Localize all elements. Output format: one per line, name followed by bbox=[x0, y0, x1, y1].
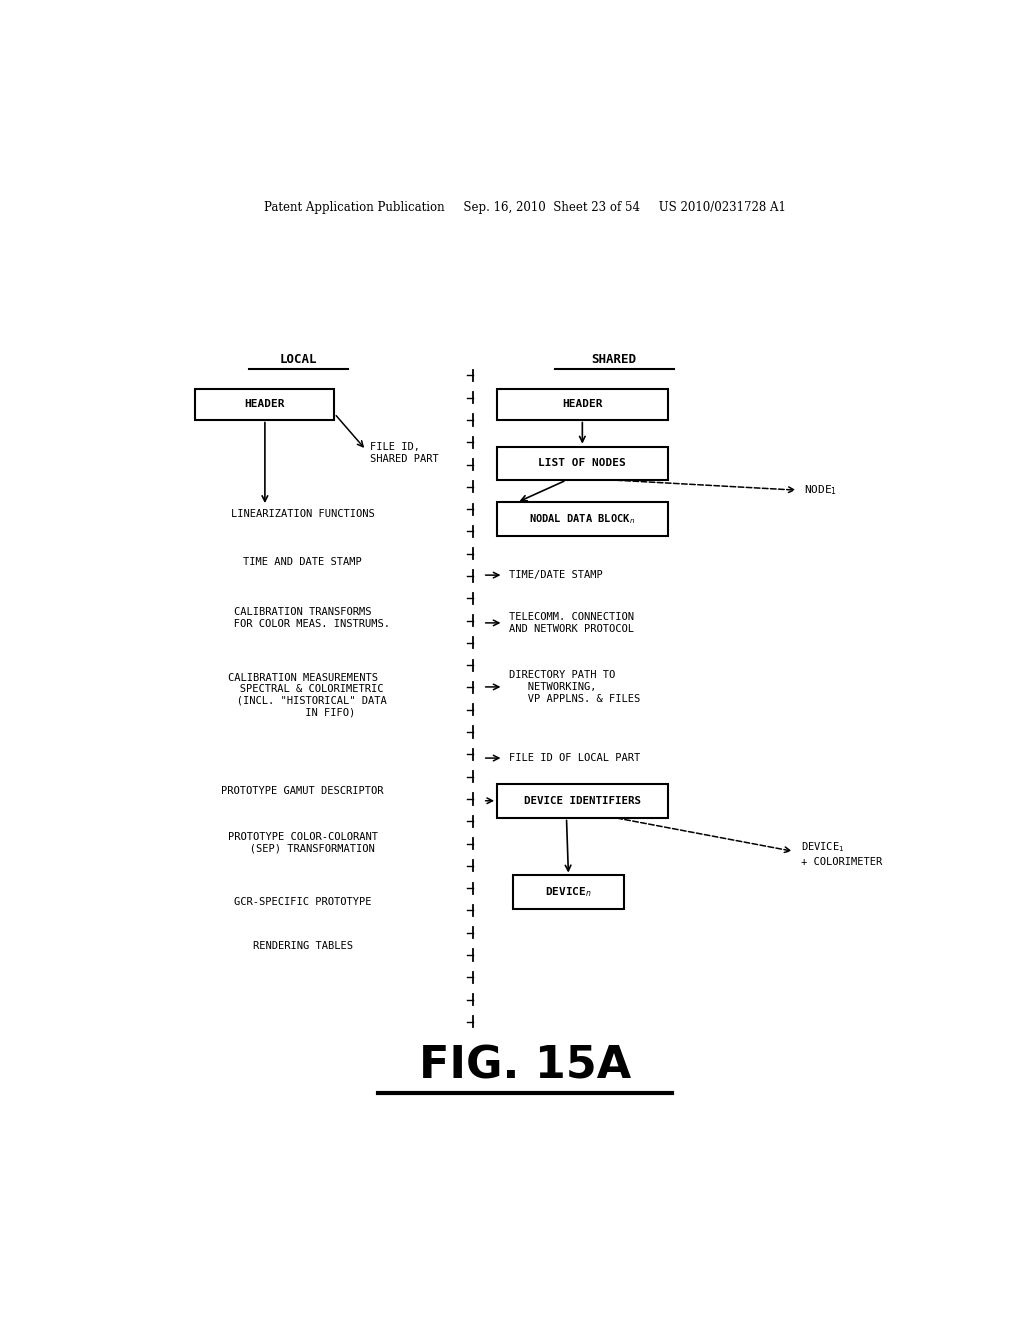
FancyBboxPatch shape bbox=[497, 446, 668, 480]
Text: LIST OF NODES: LIST OF NODES bbox=[539, 458, 627, 469]
Text: TIME/DATE STAMP: TIME/DATE STAMP bbox=[509, 570, 603, 579]
Text: FILE ID OF LOCAL PART: FILE ID OF LOCAL PART bbox=[509, 754, 640, 763]
Text: DEVICE$_1$
+ COLORIMETER: DEVICE$_1$ + COLORIMETER bbox=[801, 841, 883, 867]
Text: Patent Application Publication     Sep. 16, 2010  Sheet 23 of 54     US 2010/023: Patent Application Publication Sep. 16, … bbox=[264, 201, 785, 214]
Text: NODAL DATA BLOCK$_n$: NODAL DATA BLOCK$_n$ bbox=[529, 512, 636, 527]
Text: DIRECTORY PATH TO
   NETWORKING,
   VP APPLNS. & FILES: DIRECTORY PATH TO NETWORKING, VP APPLNS.… bbox=[509, 671, 640, 704]
Text: DEVICE IDENTIFIERS: DEVICE IDENTIFIERS bbox=[524, 796, 641, 805]
Text: NODE$_1$: NODE$_1$ bbox=[804, 483, 838, 498]
Text: FIG. 15A: FIG. 15A bbox=[419, 1044, 631, 1088]
Text: TIME AND DATE STAMP: TIME AND DATE STAMP bbox=[244, 557, 361, 566]
Text: CALIBRATION MEASUREMENTS
   SPECTRAL & COLORIMETRIC
   (INCL. "HISTORICAL" DATA
: CALIBRATION MEASUREMENTS SPECTRAL & COLO… bbox=[218, 673, 387, 718]
FancyBboxPatch shape bbox=[196, 389, 334, 420]
Text: LINEARIZATION FUNCTIONS: LINEARIZATION FUNCTIONS bbox=[230, 510, 375, 519]
Text: GCR-SPECIFIC PROTOTYPE: GCR-SPECIFIC PROTOTYPE bbox=[233, 898, 372, 907]
Text: PROTOTYPE GAMUT DESCRIPTOR: PROTOTYPE GAMUT DESCRIPTOR bbox=[221, 785, 384, 796]
FancyBboxPatch shape bbox=[513, 875, 624, 909]
Text: TELECOMM. CONNECTION
AND NETWORK PROTOCOL: TELECOMM. CONNECTION AND NETWORK PROTOCO… bbox=[509, 612, 634, 634]
FancyBboxPatch shape bbox=[497, 503, 668, 536]
FancyBboxPatch shape bbox=[497, 389, 668, 420]
Text: CALIBRATION TRANSFORMS
   FOR COLOR MEAS. INSTRUMS.: CALIBRATION TRANSFORMS FOR COLOR MEAS. I… bbox=[215, 607, 390, 628]
Text: HEADER: HEADER bbox=[562, 400, 602, 409]
Text: HEADER: HEADER bbox=[245, 400, 285, 409]
Text: FILE ID,
SHARED PART: FILE ID, SHARED PART bbox=[370, 442, 439, 465]
Text: LOCAL: LOCAL bbox=[280, 354, 317, 366]
Text: RENDERING TABLES: RENDERING TABLES bbox=[253, 941, 352, 952]
Text: SHARED: SHARED bbox=[592, 354, 637, 366]
Text: PROTOTYPE COLOR-COLORANT
   (SEP) TRANSFORMATION: PROTOTYPE COLOR-COLORANT (SEP) TRANSFORM… bbox=[227, 832, 378, 853]
FancyBboxPatch shape bbox=[497, 784, 668, 817]
Text: DEVICE$_n$: DEVICE$_n$ bbox=[545, 886, 592, 899]
